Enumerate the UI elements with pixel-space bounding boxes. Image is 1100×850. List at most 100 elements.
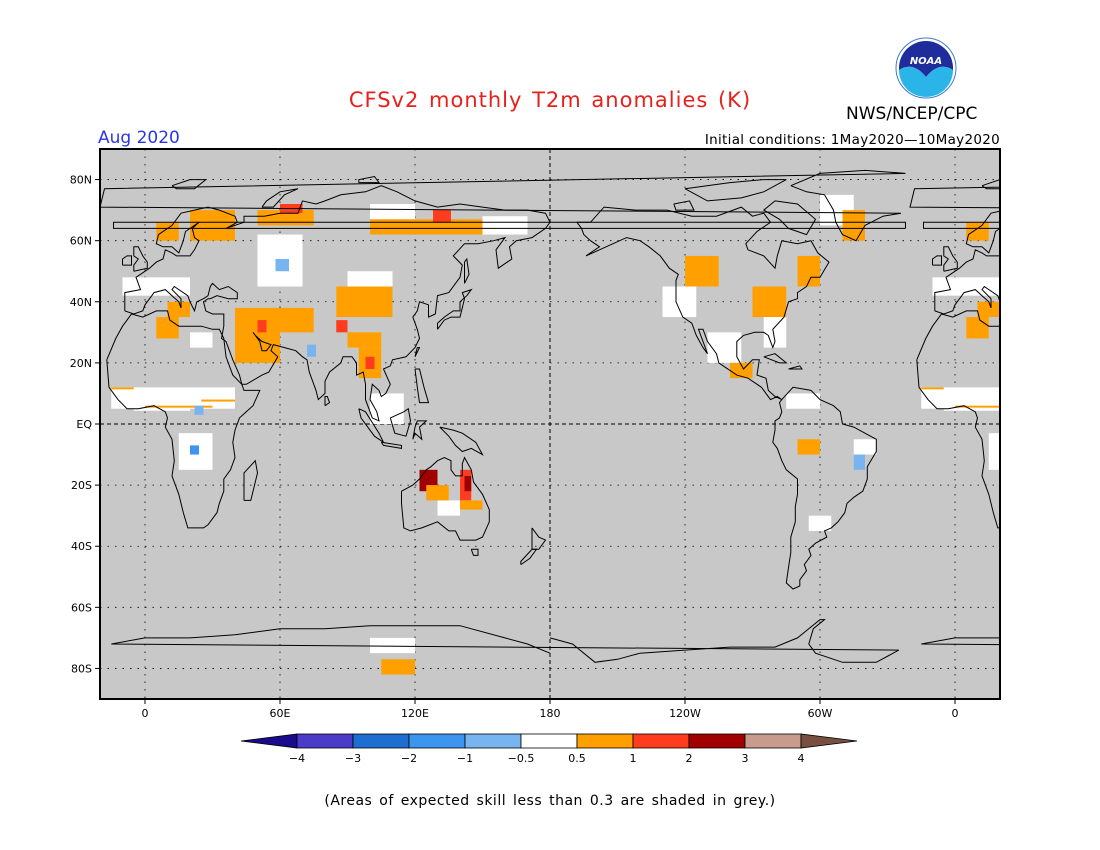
anomaly-patch (786, 393, 820, 409)
coastline-sakhalin (464, 257, 470, 284)
anomaly-patch (381, 659, 415, 675)
coastline-novaya (261, 188, 299, 208)
anomaly-patch (797, 439, 820, 455)
coastline-nz (531, 527, 547, 550)
coastline-britain (133, 246, 148, 272)
longitude-tick-label: 60W (808, 707, 833, 720)
coastline-samerica (772, 386, 877, 590)
anomaly-patch (853, 454, 865, 470)
agency-label: NWS/NCEP/CPC (846, 104, 978, 124)
anomaly-patches (111, 194, 1000, 675)
anomaly-patch (167, 301, 190, 318)
anomaly-patch (347, 332, 382, 348)
anomaly-patch (966, 222, 989, 241)
latitude-tick-label: 80N (70, 174, 92, 187)
coastline-svalbard (171, 179, 208, 190)
anomaly-patch (460, 500, 483, 510)
anomaly-patch (145, 405, 213, 408)
coastline-africa (916, 310, 1000, 529)
longitude-tick-label: 120E (401, 707, 429, 720)
anomaly-patch (426, 485, 449, 501)
coastline-nz2 (520, 548, 538, 566)
skill-footnote: (Areas of expected skill less than 0.3 a… (324, 793, 776, 809)
anomaly-patch (111, 387, 235, 409)
longitude-tick-label: 0 (952, 707, 959, 720)
anomaly-patch (437, 500, 460, 516)
coastline-greenland (100, 169, 906, 242)
coastline-borneo (389, 407, 412, 437)
colorbar-box (576, 733, 634, 749)
anomaly-patch (190, 210, 235, 241)
anomaly-patch (190, 332, 213, 348)
latitude-tick-label: EQ (76, 418, 92, 431)
colorbar-box (688, 733, 746, 749)
anomaly-patch (370, 637, 415, 654)
anomaly-patch (365, 356, 375, 369)
colorbar-box (296, 733, 354, 749)
latitude-tick-label: 40S (71, 540, 92, 553)
latitude-tick-label: 60S (71, 601, 92, 614)
map-axes: 80N 60N 40N 20N EQ 20S 40S 60S 80S 0 60E 120E 180 120… (70, 174, 959, 720)
colorbar-label: −4 (289, 752, 305, 765)
colorbar-label: 3 (742, 752, 749, 765)
coastline-hispaniola (788, 365, 803, 370)
coastline-arcticIs2 (673, 200, 695, 211)
coastline-arabiaGap (252, 332, 272, 352)
colorbar-label: 1 (630, 752, 637, 765)
longitude-tick-label: 180 (540, 707, 561, 720)
coastlines (100, 169, 1000, 663)
coastline-madagascar (243, 459, 259, 501)
anomaly-patch (370, 219, 505, 235)
coastline-antarctica (111, 619, 900, 663)
initial-conditions: Initial conditions: 1May2020—10May2020 (704, 132, 1000, 148)
coastline-ireland (932, 255, 942, 266)
anomaly-patch (988, 433, 1000, 470)
coastline-svalbard (981, 179, 1000, 190)
anomaly-patch (257, 320, 267, 333)
colorbar-box (408, 733, 466, 749)
latitude-tick-label: 20S (71, 479, 92, 492)
coastline-cuba (763, 353, 788, 364)
anomaly-patch (797, 255, 820, 287)
anomaly-patch (201, 399, 235, 402)
coastline-tasmania (470, 548, 479, 556)
colorbar-label: −0.5 (508, 752, 535, 765)
longitude-tick-label: 0 (142, 707, 149, 720)
map-frame (99, 148, 1001, 700)
anomaly-patch (280, 307, 314, 333)
colorbar-box (464, 733, 522, 749)
coastline-baffin (762, 200, 817, 236)
colorbar-label: −1 (457, 752, 473, 765)
coastline-iceland (113, 221, 906, 229)
anomaly-patch (190, 445, 199, 455)
anomaly-patch (921, 387, 1000, 409)
anomaly-patch (808, 515, 832, 531)
coastline-taiwan (414, 347, 421, 358)
anomaly-patch (111, 387, 134, 390)
anomaly-patch (707, 332, 742, 363)
coastline-africa (106, 310, 261, 529)
colorbar-box (520, 733, 578, 749)
anomaly-patch (482, 216, 528, 235)
anomaly-patch (275, 259, 289, 272)
coastline-britain (943, 246, 958, 272)
coastline-arcticIs (684, 179, 787, 202)
coastline-australia (401, 456, 490, 541)
anomaly-patch (977, 301, 1000, 318)
colorbar-label: −3 (345, 752, 361, 765)
coastline-europe (124, 185, 551, 422)
coastline-ireland (122, 255, 132, 266)
anomaly-patch (370, 204, 415, 220)
map-title: CFSv2 monthly T2m anomalies (K) (348, 88, 752, 112)
colorbar-left-arrow (240, 733, 298, 749)
colorbar-label: −2 (401, 752, 417, 765)
anomaly-patch (347, 271, 393, 287)
coastline-philippines (414, 368, 430, 404)
anomaly-patch (921, 387, 944, 390)
anomaly-patch (842, 210, 865, 241)
coastline-newguinea (439, 426, 484, 456)
longitude-tick-label: 60E (270, 707, 291, 720)
coastline-iceland (923, 221, 1000, 229)
anomaly-patch (853, 439, 877, 455)
anomaly-patch (257, 210, 314, 226)
